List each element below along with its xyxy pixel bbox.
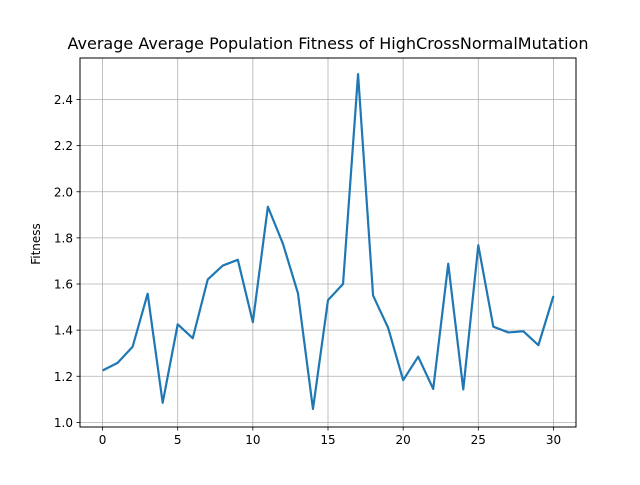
x-tick-label: 25 bbox=[471, 433, 486, 447]
x-tick-label: 5 bbox=[174, 433, 182, 447]
x-tick-label: 30 bbox=[546, 433, 561, 447]
grid-layer bbox=[80, 58, 576, 427]
series-layer bbox=[102, 73, 555, 411]
x-tick-label: 0 bbox=[99, 433, 107, 447]
y-tick-label: 1.8 bbox=[54, 231, 73, 245]
y-tick-label: 2.2 bbox=[54, 139, 73, 153]
chart-title: Average Average Population Fitness of Hi… bbox=[68, 34, 589, 53]
y-tick-label: 1.6 bbox=[54, 278, 73, 292]
y-tick-label: 1.2 bbox=[54, 370, 73, 384]
fitness-series-line bbox=[102, 73, 555, 411]
x-tick-label: 15 bbox=[320, 433, 335, 447]
x-tick-label: 10 bbox=[245, 433, 260, 447]
y-tick-label: 2.0 bbox=[54, 185, 73, 199]
y-tick-label: 1.4 bbox=[54, 324, 73, 338]
tick-layer: 0 5 10 15 20 25 30 1.0 1.2 1.4 1.6 1.8 2.0 2.2 2.4 bbox=[54, 93, 561, 447]
x-tick-label: 20 bbox=[396, 433, 411, 447]
y-tick-label: 2.4 bbox=[54, 93, 73, 107]
y-axis-label: Fitness bbox=[29, 223, 43, 265]
y-tick-label: 1.0 bbox=[54, 416, 73, 430]
